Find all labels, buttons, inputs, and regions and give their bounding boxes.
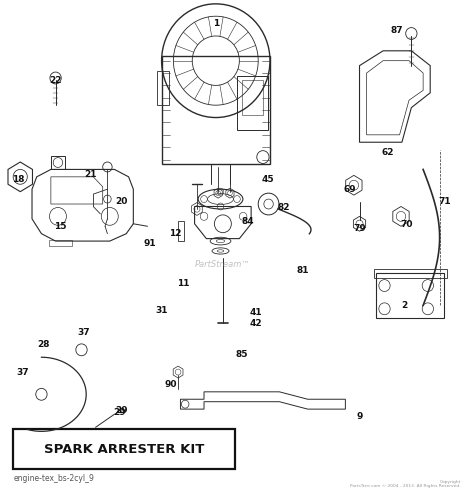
Text: 21: 21 [85, 170, 97, 179]
Text: 84: 84 [242, 217, 255, 226]
Text: SPARK ARRESTER KIT: SPARK ARRESTER KIT [44, 443, 204, 456]
Text: PartStream™: PartStream™ [195, 260, 251, 269]
Text: 12: 12 [170, 229, 182, 238]
Text: 91: 91 [144, 239, 156, 248]
Text: 18: 18 [12, 175, 24, 184]
Text: Copyright
PartsTree.com © 2004 - 2013. All Rights Reserved.: Copyright PartsTree.com © 2004 - 2013. A… [350, 480, 461, 488]
Bar [376, 273, 444, 318]
Text: 90: 90 [165, 380, 177, 389]
Bar [13, 429, 235, 470]
Text: 81: 81 [297, 266, 309, 275]
Text: 62: 62 [382, 148, 394, 157]
Bar [157, 71, 169, 105]
Text: 37: 37 [78, 328, 90, 337]
Bar [51, 156, 64, 169]
Text: 31: 31 [155, 306, 168, 315]
Text: 20: 20 [115, 197, 128, 206]
Text: 42: 42 [249, 319, 262, 328]
Bar [178, 221, 184, 241]
Bar [48, 240, 72, 246]
Text: engine-tex_bs-2cyl_9: engine-tex_bs-2cyl_9 [13, 474, 94, 483]
Text: 70: 70 [401, 220, 413, 229]
Text: 41: 41 [249, 308, 262, 317]
Text: 29: 29 [115, 406, 128, 415]
Text: 85: 85 [236, 350, 248, 359]
Bar [242, 81, 263, 115]
Text: 1: 1 [213, 19, 219, 28]
Bar [237, 76, 268, 130]
Text: 15: 15 [54, 222, 66, 231]
Text: 28: 28 [37, 340, 50, 349]
Text: 22: 22 [49, 76, 62, 85]
Text: 87: 87 [391, 25, 403, 35]
Text: 45: 45 [261, 175, 274, 184]
Bar [374, 269, 447, 278]
Text: 69: 69 [344, 185, 356, 194]
Text: 11: 11 [176, 279, 189, 288]
Text: 29: 29 [113, 408, 126, 417]
Text: 2: 2 [401, 301, 408, 310]
Text: 9: 9 [356, 412, 363, 421]
Text: 71: 71 [438, 197, 451, 206]
Bar [162, 56, 270, 165]
Text: 79: 79 [353, 224, 366, 233]
Text: 82: 82 [278, 203, 291, 213]
Text: 37: 37 [16, 368, 29, 377]
